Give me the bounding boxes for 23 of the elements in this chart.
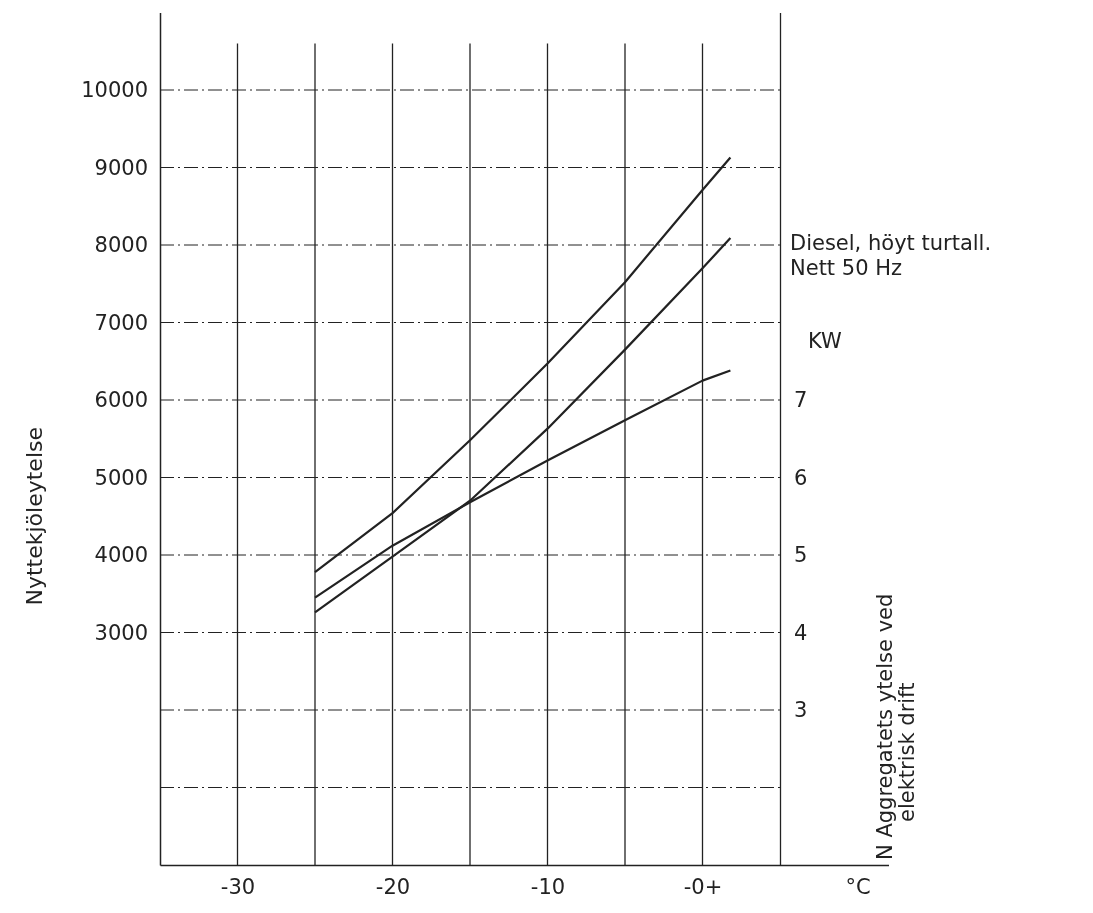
annotation: KW xyxy=(808,329,843,353)
y2-tick-label: 6 xyxy=(794,465,808,490)
y-tick-label: 7000 xyxy=(94,310,148,335)
y2-tick-label: 3 xyxy=(794,698,808,723)
y-tick-label: 6000 xyxy=(94,388,148,413)
annotation: Nett 50 Hz xyxy=(790,256,902,280)
x-tick-label: -10 xyxy=(530,874,566,899)
y2-tick-label: 4 xyxy=(794,620,808,645)
y-tick-label: 9000 xyxy=(94,155,148,180)
y2-tick-label: 7 xyxy=(794,388,808,413)
y2-axis-title: N Aggregatets ytelse ved elektrisk drift xyxy=(873,593,919,860)
y-tick-label: 3000 xyxy=(94,620,148,645)
y-tick-label: 10000 xyxy=(81,78,148,103)
y2-tick-label: 5 xyxy=(794,543,808,568)
y-tick-label: 4000 xyxy=(94,543,148,568)
x-tick-label: -0+ xyxy=(683,874,723,899)
y-tick-label: 5000 xyxy=(94,465,148,490)
y-axis-title: Nyttekjöleytelse xyxy=(22,426,47,606)
x-tick-label: °C xyxy=(845,874,871,899)
annotation: Diesel, höyt turtall. xyxy=(790,231,992,255)
y-tick-label: 8000 xyxy=(94,233,148,258)
x-tick-label: -30 xyxy=(220,874,256,899)
x-tick-label: -20 xyxy=(375,874,411,899)
